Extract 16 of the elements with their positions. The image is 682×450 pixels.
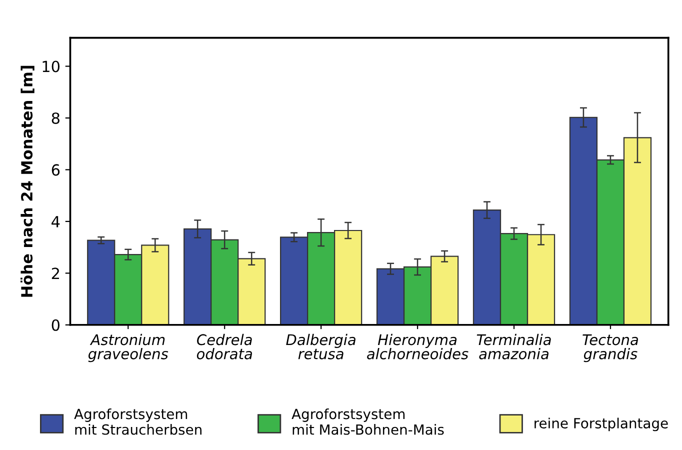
y-tick-label: 8 (52, 112, 60, 124)
x-tick-label: Hieronyma alchorneoides (367, 334, 468, 360)
y-tick-label: 2 (52, 268, 59, 279)
x-tick-label: Dalbergia retusa (286, 334, 356, 360)
x-tick-label: Tectona grandis (582, 334, 638, 362)
y-tick-label: 6 (52, 164, 60, 176)
legend-label: reine Forstplantage (534, 418, 668, 432)
y-tick-label: 0 (52, 319, 60, 331)
legend-label: Agroforstsystem mit Mais-Bohnen-Mais (292, 408, 444, 435)
x-tick-label: Astronium graveolens (88, 334, 168, 362)
x-tick-label: Terminalia amazonia (476, 334, 551, 360)
y-tick-label: 10 (42, 60, 60, 72)
y-axis-title: Höhe nach 24 Monaten [m] (20, 66, 34, 297)
y-tick-label: 4 (52, 216, 60, 228)
x-tick-label: Cedrela odorata (196, 334, 252, 360)
legend-label: Agroforstsystem mit Straucherbsen (74, 408, 202, 435)
